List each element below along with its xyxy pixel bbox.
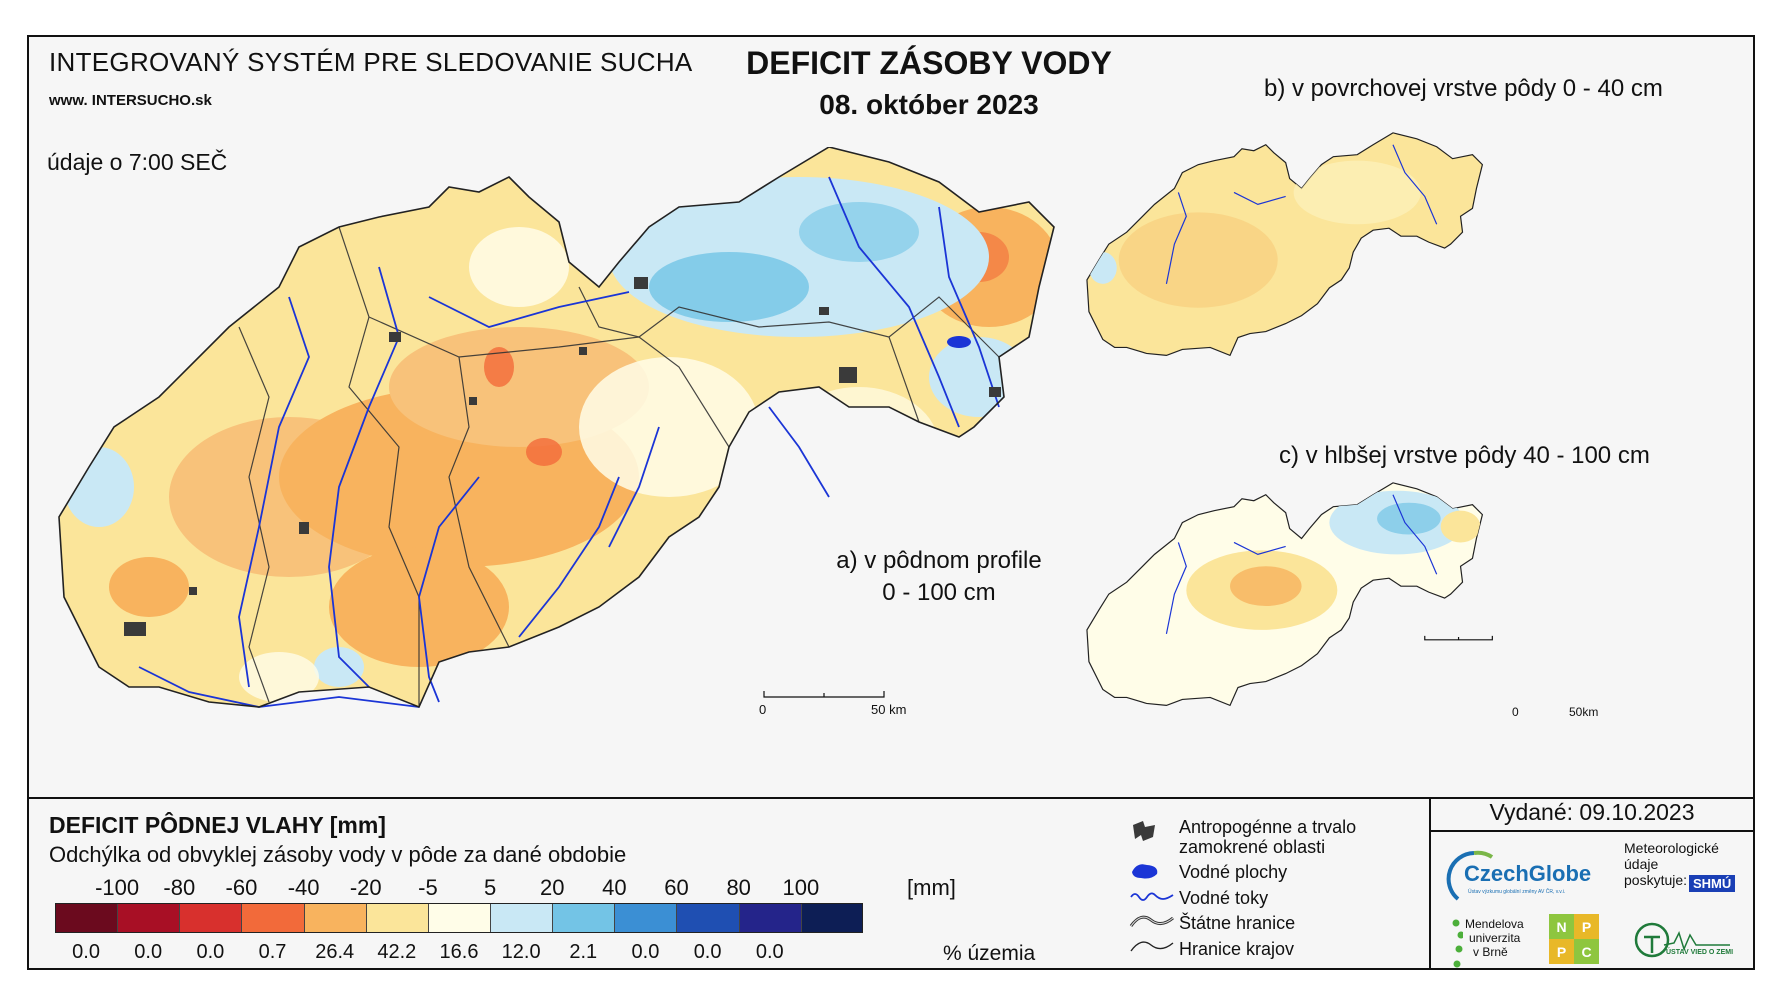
met-data-provider: Meteorologické údaje poskytuje: bbox=[1624, 840, 1719, 888]
legend-tick: 20 bbox=[539, 875, 565, 900]
main-scale-start: 0 bbox=[759, 702, 767, 717]
river-icon bbox=[1130, 892, 1174, 901]
issued-date: Vydané: 09.10.2023 bbox=[1489, 799, 1695, 825]
legend-state-border-label: Štátne hranice bbox=[1179, 913, 1296, 933]
main-scale-end: 50 km bbox=[871, 702, 907, 717]
legend-tick: 80 bbox=[726, 875, 751, 900]
inset-scale-start: 0 bbox=[1512, 705, 1519, 719]
legend-subtitle: Odchýlka od obvyklej zásoby vody v pôde … bbox=[49, 842, 627, 867]
issued-divider bbox=[1429, 830, 1753, 832]
color-class-swatch bbox=[552, 903, 615, 933]
main-map bbox=[58, 147, 1055, 708]
map-date: 08. október 2023 bbox=[819, 89, 1039, 120]
legend-unit: [mm] bbox=[907, 875, 956, 900]
uvz-name: ÚSTAV VIED O ZEMI bbox=[1666, 949, 1734, 956]
system-name: INTEGROVANÝ SYSTÉM PRE SLEDOVANIE SUCHA bbox=[49, 47, 693, 77]
color-class-swatch bbox=[117, 903, 180, 933]
class-percent: 16.6 bbox=[439, 941, 479, 963]
inset-scale-bar bbox=[1424, 635, 1493, 641]
czechglobe-subtitle: Ústav výzkumu globální změny AV ČR, v.v.… bbox=[1468, 889, 1566, 895]
color-class-swatch bbox=[365, 903, 428, 933]
class-percent: 0.0 bbox=[134, 941, 163, 963]
color-class-swatch bbox=[241, 903, 304, 933]
czechglobe-arc-icon bbox=[1446, 850, 1494, 901]
class-percent: 0.0 bbox=[72, 941, 100, 963]
color-class-swatch bbox=[800, 903, 863, 933]
class-percent: 0.0 bbox=[693, 941, 722, 963]
legend-title: DEFICIT PÔDNEJ VLAHY [mm] bbox=[49, 812, 386, 838]
uvz-circle-icon bbox=[1634, 922, 1730, 958]
color-bar-border bbox=[55, 903, 863, 933]
class-percent: 12.0 bbox=[501, 941, 541, 963]
inset-c-label: c) v hlbšej vrstve pôdy 40 - 100 cm bbox=[1279, 442, 1650, 469]
legend-tick: -60 bbox=[225, 875, 258, 900]
urban-area-icon bbox=[1133, 821, 1155, 841]
legend-tick: -40 bbox=[287, 875, 320, 900]
legend-tick: 60 bbox=[664, 875, 689, 900]
map-frame: INTEGROVANÝ SYSTÉM PRE SLEDOVANIE SUCHA … bbox=[27, 35, 1755, 970]
color-class-swatch bbox=[738, 903, 801, 933]
percent-label: % územia bbox=[943, 942, 1036, 965]
legend-tick: 100 bbox=[782, 875, 820, 900]
color-class-swatch bbox=[676, 903, 739, 933]
class-percent: 26.4 bbox=[315, 941, 355, 963]
color-class-swatch bbox=[303, 903, 366, 933]
class-percent: 0.0 bbox=[755, 941, 784, 963]
legend-region-border-label: Hranice krajov bbox=[1179, 939, 1295, 959]
main-map-depth: 0 - 100 cm bbox=[882, 579, 996, 606]
legend-river-label: Vodné toky bbox=[1179, 888, 1269, 908]
color-class-swatch bbox=[614, 903, 677, 933]
color-class-swatch bbox=[55, 903, 118, 933]
water-body-icon bbox=[1132, 864, 1158, 879]
czechglobe-name: CzechGlobe bbox=[1464, 861, 1592, 886]
czechglobe-logo: CzechGlobe Ústav výzkumu globální změny … bbox=[1444, 847, 1604, 907]
inset-map-c bbox=[1086, 482, 1493, 706]
class-percent: 0.0 bbox=[631, 941, 660, 963]
data-time: údaje o 7:00 SEČ bbox=[47, 149, 228, 175]
color-class-swatch bbox=[179, 903, 242, 933]
shmu-logo: SHMÚ bbox=[1689, 875, 1736, 892]
inset-b-label: b) v povrchovej vrstve pôdy 0 - 40 cm bbox=[1264, 75, 1663, 102]
uvz-logo: ÚSTAV VIED O ZEMI bbox=[1634, 915, 1734, 965]
legend-tick: -20 bbox=[349, 875, 382, 900]
nppc-logo: N P P C bbox=[1549, 914, 1599, 964]
inset-scale-end: 50km bbox=[1569, 705, 1599, 719]
legend-tick: 40 bbox=[602, 875, 627, 900]
class-percent: 2.1 bbox=[569, 941, 598, 963]
legend-tick: -80 bbox=[163, 875, 196, 900]
region-border-icon bbox=[1130, 941, 1174, 952]
legend-tick: -100 bbox=[95, 875, 140, 900]
state-border-icon bbox=[1129, 915, 1174, 927]
legend-tick: 5 bbox=[483, 875, 497, 900]
class-percent: 42.2 bbox=[377, 941, 417, 963]
main-scale-bar bbox=[763, 691, 885, 698]
legend-divider bbox=[29, 797, 1753, 799]
legend-tick: -5 bbox=[418, 875, 438, 900]
color-class-swatch bbox=[489, 903, 553, 933]
mendel-dots-icon bbox=[1452, 919, 1463, 968]
color-class-swatch bbox=[427, 903, 490, 933]
class-percent: 0.0 bbox=[196, 941, 225, 963]
inset-map-b bbox=[1086, 132, 1483, 356]
website-link[interactable]: www. INTERSUCHO.sk bbox=[49, 92, 212, 109]
class-percent: 0.7 bbox=[258, 941, 287, 963]
legend-urban-label: Antropogénne a trvalo zamokrené oblasti bbox=[1179, 817, 1357, 857]
legend-water-label: Vodné plochy bbox=[1179, 862, 1288, 882]
main-map-label: a) v pôdnom profile bbox=[836, 547, 1042, 574]
color-bar bbox=[55, 903, 863, 933]
map-title: DEFICIT ZÁSOBY VODY bbox=[746, 45, 1112, 81]
footer-divider bbox=[1429, 797, 1431, 970]
